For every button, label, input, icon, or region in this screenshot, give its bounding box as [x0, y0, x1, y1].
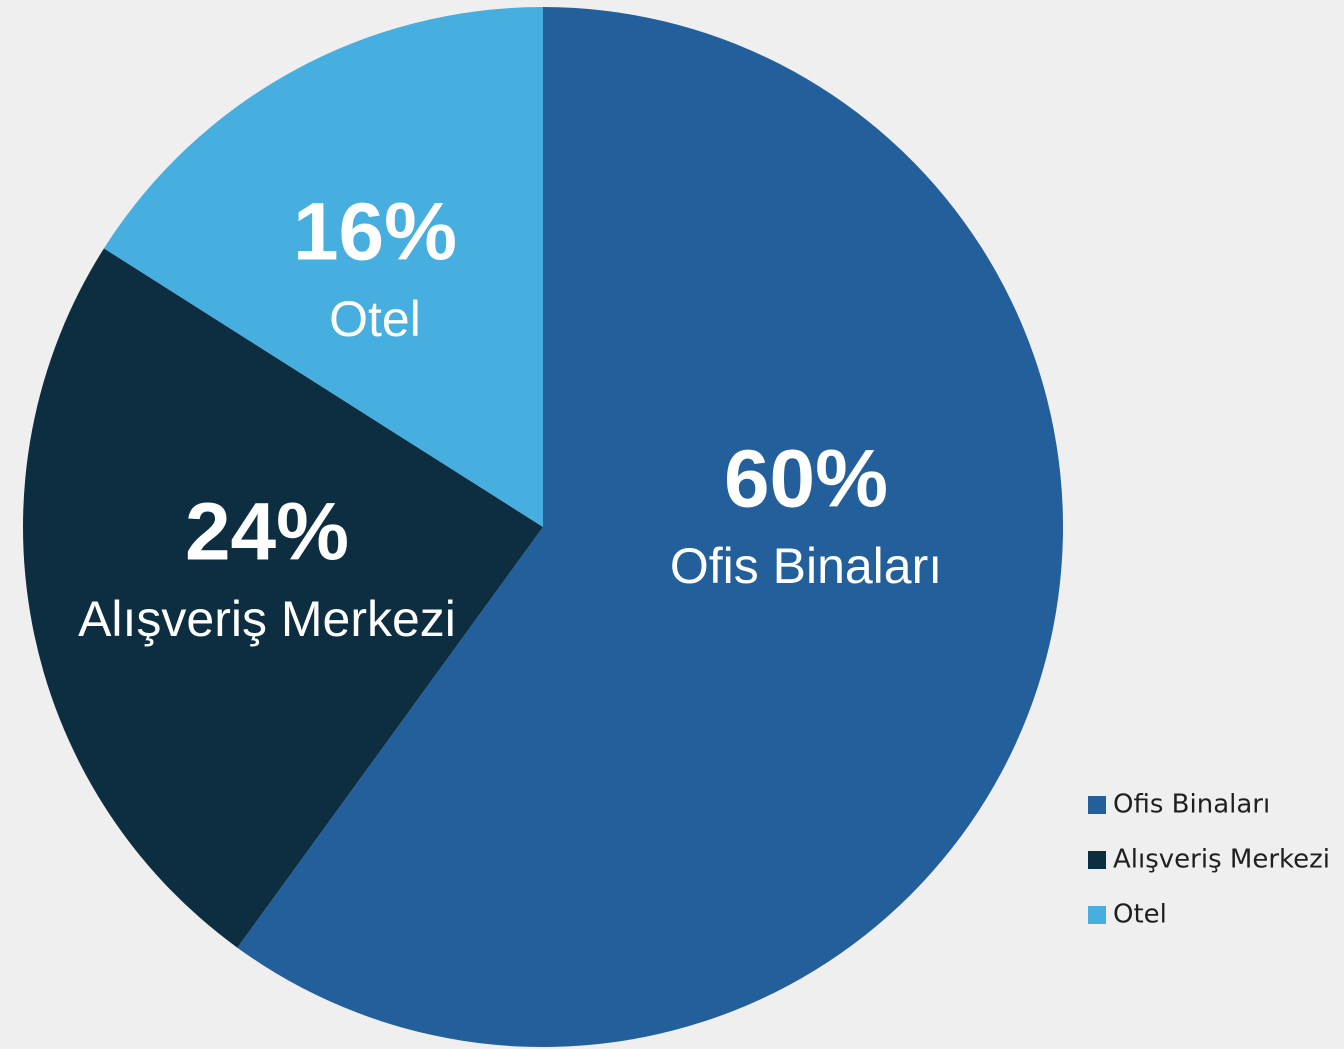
legend-swatch	[1088, 906, 1106, 924]
category-label: Ofis Binaları	[670, 538, 942, 594]
category-label: Otel	[329, 291, 421, 347]
legend-label: Otel	[1113, 900, 1167, 930]
legend-swatch	[1088, 796, 1106, 814]
data-label: 24%	[185, 487, 349, 578]
pie-slice	[237, 7, 1063, 1047]
legend-swatch	[1088, 851, 1106, 869]
legend-label: Alışveriş Merkezi	[1113, 845, 1330, 875]
pie-slice	[103, 7, 544, 527]
category-label: Alışveriş Merkezi	[78, 591, 456, 647]
legend-label: Ofis Binaları	[1113, 790, 1270, 820]
data-label: 16%	[293, 187, 457, 278]
pie-slice	[22, 248, 543, 948]
data-label: 60%	[724, 434, 888, 525]
